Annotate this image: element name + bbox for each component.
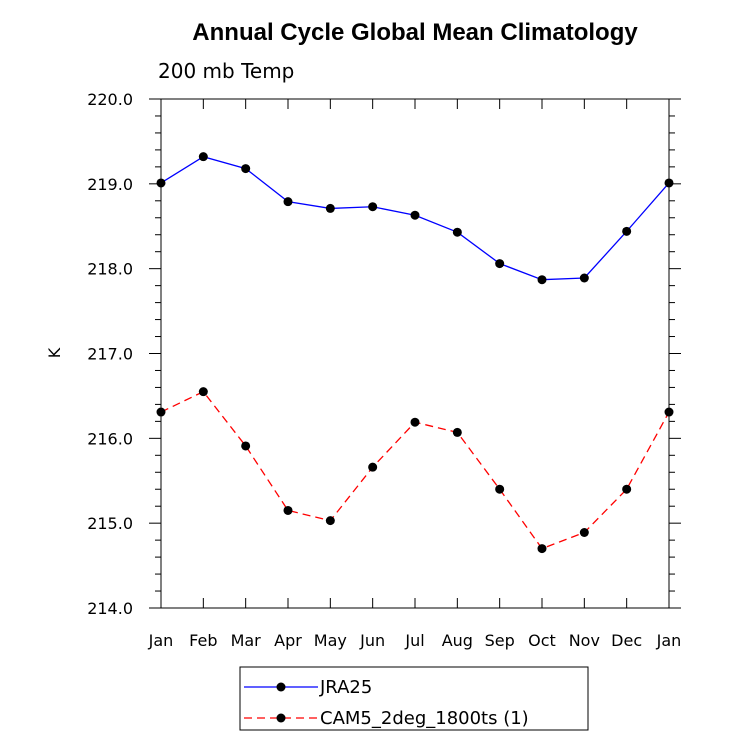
x-tick-label: Nov xyxy=(569,631,600,650)
x-tick-labels: Jan Feb Mar Apr May Jun Jul Aug Sep Oct Nov Dec Jan xyxy=(148,631,682,650)
y-tick-label: 220.0 xyxy=(87,90,133,109)
x-tick-label: Jan xyxy=(656,631,682,650)
series-0-point xyxy=(325,203,335,213)
x-tick-label: Mar xyxy=(231,631,262,650)
series-0-point xyxy=(410,210,420,220)
series-1-point xyxy=(664,407,674,417)
series-1-point xyxy=(283,505,293,515)
series-1-point xyxy=(241,441,251,451)
x-tick-label: Oct xyxy=(528,631,556,650)
plot-frame xyxy=(160,98,670,609)
y-tick-label: 219.0 xyxy=(87,175,133,194)
x-tick-label: Jan xyxy=(148,631,174,650)
legend-label-0: JRA25 xyxy=(319,677,372,698)
series-1-point xyxy=(537,544,547,554)
legend-marker-0 xyxy=(276,682,286,692)
x-tick-label: Jun xyxy=(359,631,385,650)
series-1-point xyxy=(495,484,505,494)
x-tick-label: Sep xyxy=(485,631,515,650)
y-axis-label: K xyxy=(45,347,64,358)
y-tick-labels: 214.0 215.0 216.0 217.0 218.0 219.0 220.0 xyxy=(87,90,133,618)
series-1-point xyxy=(410,417,420,427)
legend: JRA25 CAM5_2deg_1800ts (1) xyxy=(244,677,529,729)
series-0-point xyxy=(664,178,674,188)
series-0-point xyxy=(241,164,251,174)
series-1-point xyxy=(579,527,589,537)
x-tick-label: Jul xyxy=(404,631,424,650)
series-0-point xyxy=(368,202,378,212)
x-tick-label: Aug xyxy=(442,631,473,650)
series-1-point xyxy=(156,407,166,417)
series-0-point xyxy=(452,227,462,237)
series-1-point xyxy=(622,484,632,494)
x-tick-label: Dec xyxy=(611,631,642,650)
chart-subtitle: 200 mb Temp xyxy=(158,59,294,83)
y-tick-label: 218.0 xyxy=(87,260,133,279)
y-tick-label: 215.0 xyxy=(87,514,133,533)
series-0-point xyxy=(579,273,589,283)
y-tick-label: 216.0 xyxy=(87,429,133,448)
axis-ticks xyxy=(149,98,681,609)
series-0-point xyxy=(283,197,293,207)
x-tick-label: Feb xyxy=(189,631,217,650)
legend-marker-1 xyxy=(276,713,286,723)
series-1-point xyxy=(198,387,208,397)
chart-title: Annual Cycle Global Mean Climatology xyxy=(192,19,638,46)
series-1-point xyxy=(368,462,378,472)
series-line-1 xyxy=(160,390,670,550)
series-0-point xyxy=(156,178,166,188)
x-tick-label: Apr xyxy=(274,631,302,650)
y-tick-label: 217.0 xyxy=(87,345,133,364)
series-1-point xyxy=(452,427,462,437)
series-0-point xyxy=(495,259,505,269)
series-0-point xyxy=(198,152,208,162)
series-0-point xyxy=(537,275,547,285)
y-tick-label: 214.0 xyxy=(87,599,133,618)
series-1-point xyxy=(325,516,335,526)
series-layer xyxy=(156,152,674,554)
legend-box xyxy=(239,666,589,731)
legend-label-1: CAM5_2deg_1800ts (1) xyxy=(320,708,529,729)
series-0-point xyxy=(622,226,632,236)
x-tick-label: May xyxy=(314,631,347,650)
